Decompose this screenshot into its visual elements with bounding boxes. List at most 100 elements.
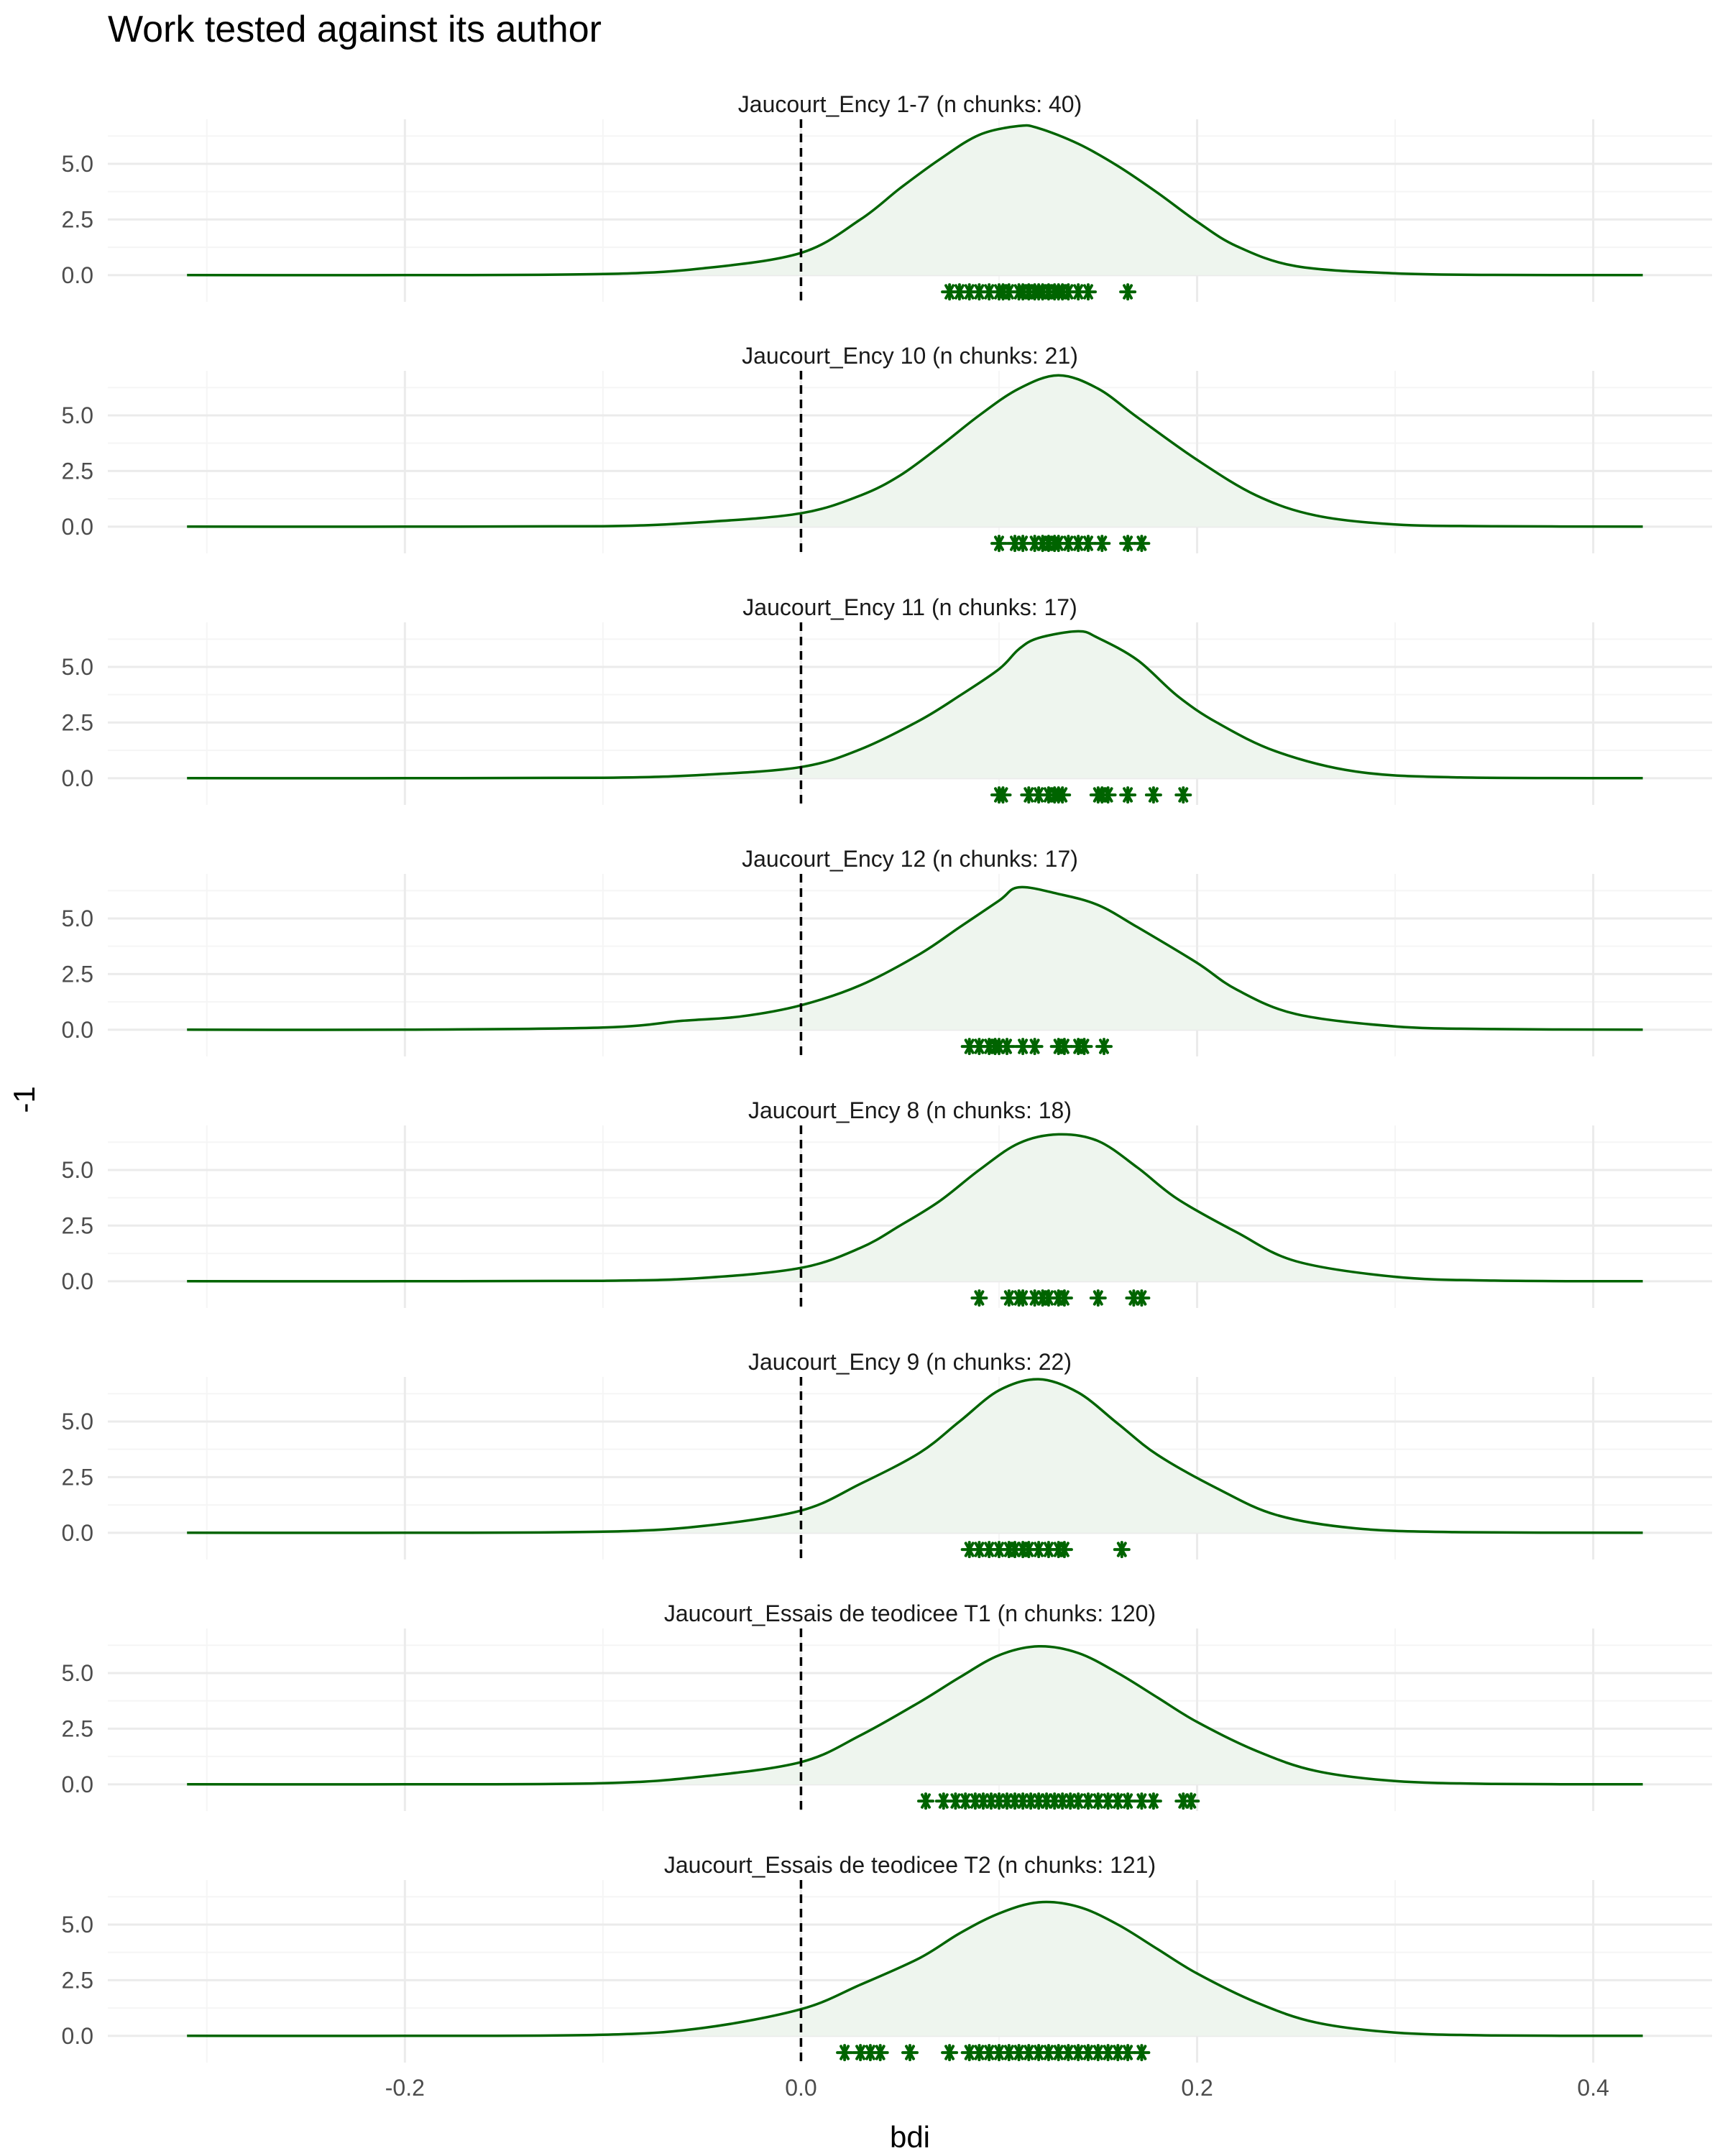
y-tick-label: 5.0: [62, 1409, 93, 1434]
data-point: [917, 1792, 934, 1810]
density-line: [187, 1378, 1643, 1534]
density-area: [187, 631, 1643, 778]
data-point: [836, 2044, 854, 2062]
data-point: [1054, 786, 1072, 804]
data-point: [941, 283, 959, 301]
facet-panel: Jaucourt_Essais de teodicee T1 (n chunks…: [62, 1600, 1712, 1811]
y-tick-label: 5.0: [62, 1912, 93, 1938]
data-point: [1030, 1541, 1048, 1559]
data-point: [1119, 786, 1137, 804]
facet-strip-label: Jaucourt_Ency 1-7 (n chunks: 40): [738, 91, 1082, 117]
data-point: [1070, 2044, 1087, 2062]
density-area: [187, 375, 1643, 527]
data-point: [1000, 2044, 1018, 2062]
y-tick-label: 5.0: [62, 1660, 93, 1686]
data-point: [1014, 1289, 1032, 1307]
data-point: [1055, 1289, 1073, 1307]
data-point: [994, 786, 1012, 804]
chart-title: Work tested against its author: [108, 9, 602, 50]
data-point: [1049, 2044, 1067, 2062]
data-point: [1093, 535, 1111, 553]
data-point: [1070, 535, 1087, 553]
data-point: [1020, 2044, 1038, 2062]
data-point: [1055, 1541, 1073, 1559]
facet-panel: Jaucourt_Ency 10 (n chunks: 21) 0.0 2.5 5.0: [62, 343, 1712, 553]
data-point: [1014, 535, 1032, 553]
data-point: [1039, 1541, 1057, 1559]
data-point: [1144, 1792, 1162, 1810]
data-point: [1080, 1792, 1097, 1810]
y-tick-label: 5.0: [62, 1157, 93, 1183]
data-point: [990, 2044, 1008, 2062]
data-point: [861, 2044, 879, 2062]
y-tick-label: 0.0: [62, 1017, 93, 1043]
data-point: [1020, 1541, 1038, 1559]
data-point: [871, 2044, 889, 2062]
data-point: [960, 283, 978, 301]
facet-strip-label: Jaucourt_Ency 11 (n chunks: 17): [742, 594, 1077, 620]
y-tick-label: 5.0: [62, 151, 93, 177]
data-point: [970, 1541, 988, 1559]
data-point: [990, 535, 1008, 553]
data-point: [1133, 535, 1151, 553]
data-point: [1059, 283, 1077, 301]
density-area: [187, 887, 1643, 1031]
data-point: [1119, 2044, 1137, 2062]
data-point: [1095, 1038, 1113, 1056]
facet-strip-label: Jaucourt_Ency 12 (n chunks: 17): [742, 846, 1078, 872]
y-tick-label: 2.5: [62, 1464, 93, 1490]
y-tick-label: 2.5: [62, 1967, 93, 1993]
y-tick-label: 0.0: [62, 1772, 93, 1797]
density-line: [187, 1133, 1643, 1283]
x-tick-label: 0.0: [785, 2075, 816, 2101]
density-line: [187, 630, 1643, 780]
data-point: [1070, 1792, 1087, 1810]
data-point: [1182, 1792, 1200, 1810]
density-line: [187, 1645, 1643, 1786]
data-point: [1119, 1792, 1137, 1810]
data-point: [1026, 1038, 1044, 1056]
data-point: [957, 1792, 975, 1810]
data-point: [1119, 535, 1137, 553]
facet-strip-label: Jaucourt_Ency 8 (n chunks: 18): [748, 1097, 1072, 1123]
data-point: [1133, 1289, 1151, 1307]
facet-strip-label: Jaucourt_Ency 9 (n chunks: 22): [748, 1349, 1072, 1375]
y-tick-label: 2.5: [62, 458, 93, 484]
data-point: [852, 2044, 870, 2062]
density-line: [187, 374, 1643, 528]
data-point: [1109, 1792, 1127, 1810]
facet-panel: Jaucourt_Ency 1-7 (n chunks: 40) 0.0 2.5 5.…: [62, 91, 1712, 302]
data-point: [1014, 1038, 1032, 1056]
data-point: [1020, 786, 1038, 804]
x-tick-label: -0.2: [385, 2075, 425, 2101]
y-tick-label: 0.0: [62, 765, 93, 791]
data-point: [1109, 2044, 1127, 2062]
facet-panel: Jaucourt_Ency 8 (n chunks: 18) 0.0 2.5 5.0: [62, 1097, 1712, 1308]
data-point: [950, 283, 968, 301]
data-point: [1039, 1289, 1057, 1307]
data-point: [1089, 2044, 1107, 2062]
density-line: [187, 885, 1643, 1031]
facet-strip-label: Jaucourt_Essais de teodicee T1 (n chunks…: [664, 1600, 1156, 1626]
data-point: [1133, 1792, 1151, 1810]
data-point: [980, 1541, 998, 1559]
data-point: [970, 1289, 988, 1307]
data-point: [1055, 1038, 1073, 1056]
data-point: [960, 1038, 978, 1056]
density-line: [187, 1900, 1643, 2037]
data-point: [1174, 786, 1192, 804]
y-tick-label: 5.0: [62, 402, 93, 428]
y-tick-label: 2.5: [62, 1212, 93, 1238]
y-tick-label: 2.5: [62, 206, 93, 232]
data-point: [1119, 283, 1137, 301]
facet-panel: Jaucourt_Ency 11 (n chunks: 17) 0.0 2.5 5.0: [62, 594, 1712, 805]
data-point: [1059, 535, 1077, 553]
data-point: [1099, 786, 1117, 804]
y-tick-label: 0.0: [62, 514, 93, 540]
y-tick-label: 2.5: [62, 961, 93, 987]
data-point: [941, 2044, 959, 2062]
facet-panel: Jaucourt_Ency 9 (n chunks: 22) 0.0 2.5 5.0: [62, 1349, 1712, 1560]
data-point: [1000, 1289, 1018, 1307]
data-point: [1000, 283, 1018, 301]
